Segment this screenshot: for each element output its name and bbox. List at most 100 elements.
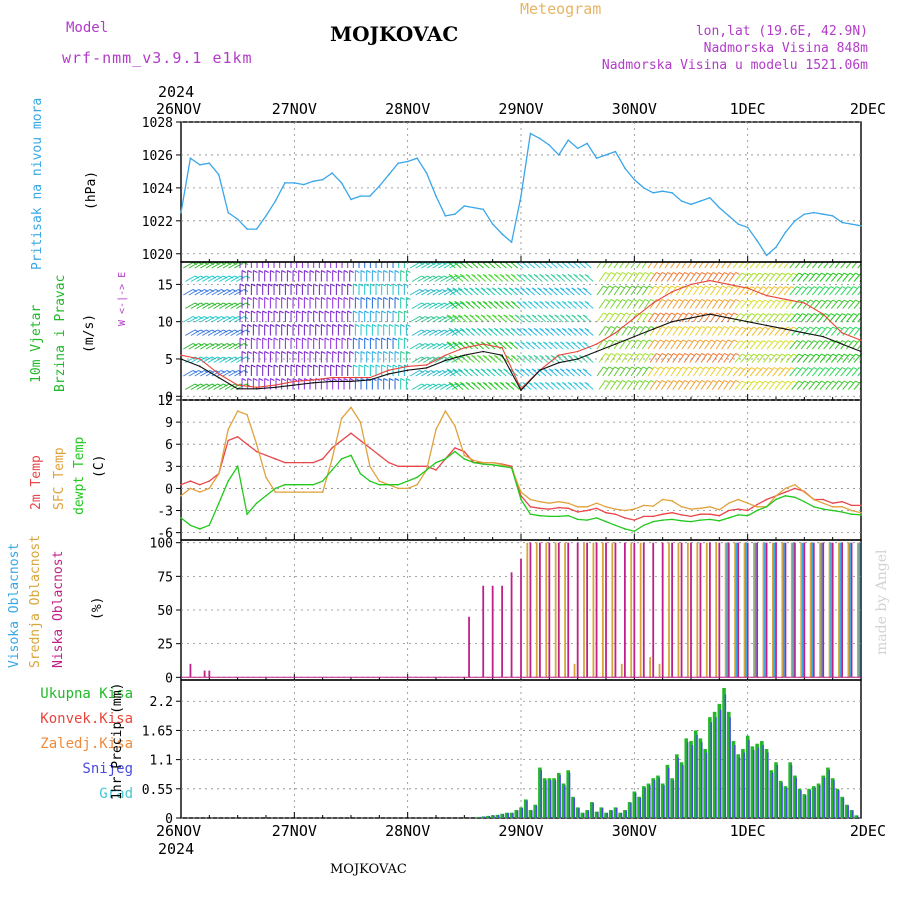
cloud-bar: [743, 542, 746, 678]
wind-barb-tick: [365, 257, 369, 259]
wind-barb-tick: [400, 270, 405, 273]
wind-barb: [196, 329, 207, 336]
wind-barb-tick: [826, 353, 832, 357]
wind-barb-tick: [648, 339, 653, 343]
wind-barb-tick: [667, 326, 672, 329]
wind-barb: [817, 286, 826, 296]
precip-snow-bar: [823, 777, 826, 818]
wind-barb: [219, 275, 230, 282]
wind-barb: [596, 312, 604, 323]
wind-barb-tick: [693, 285, 699, 289]
temperature-series-2-point: [265, 494, 267, 497]
wind-barb: [428, 356, 439, 363]
wind-barb-tick: [584, 300, 590, 304]
precip-bar: [627, 802, 632, 818]
wind-barb: [825, 353, 834, 363]
wind-barb-tick: [240, 257, 244, 259]
wind-series-1-point: [652, 328, 655, 330]
wind-barb: [813, 380, 822, 390]
wind-barb-tick: [603, 366, 608, 370]
wind-barb: [711, 380, 720, 390]
wind-barb: [796, 272, 805, 282]
precip-bar: [604, 812, 608, 818]
wind-barb-tick: [701, 326, 706, 329]
wind-barb: [751, 272, 760, 282]
wind-barb: [415, 370, 426, 377]
temperature-series-2-point: [482, 463, 485, 465]
precip-bar: [632, 791, 637, 818]
wind-barb: [681, 366, 689, 377]
temperature-series-2-point: [293, 483, 296, 486]
wind-barb: [609, 326, 618, 336]
precip-bar: [835, 788, 840, 818]
wind-barb-tick: [497, 314, 503, 318]
wind-barb-tick: [338, 324, 343, 327]
wind-barb-tick: [610, 353, 616, 356]
precip-bar: [547, 778, 552, 818]
pressure-series-0-point: [718, 206, 721, 209]
wind-series-0-point: [784, 298, 787, 301]
wind-ytick-label: 5: [165, 353, 173, 368]
wind-barb-tick: [256, 310, 262, 314]
wind-barb: [734, 272, 743, 282]
pressure-series-0-point: [265, 215, 267, 217]
wind-barb: [717, 272, 725, 282]
cloud-bar: [822, 542, 825, 678]
wind-barb-tick: [458, 368, 463, 372]
temperature-series-1-point: [520, 491, 522, 493]
wind-barb: [234, 262, 245, 269]
wind-barb-tick: [787, 353, 792, 357]
wind-barb: [819, 272, 828, 282]
wind-barb: [851, 340, 860, 350]
wind-barb-tick: [448, 273, 454, 277]
wind-barb-tick: [853, 340, 858, 344]
precip-bar: [722, 687, 726, 818]
temperature-series-1-point: [312, 491, 315, 493]
wind-barb-tick: [813, 286, 818, 290]
wind-barb: [417, 356, 428, 363]
wind-barb: [411, 383, 422, 390]
temperature-series-1-point: [784, 487, 787, 490]
cloud-bar: [482, 585, 485, 678]
wind-barb: [670, 262, 676, 269]
wind-barb-tick: [509, 287, 514, 291]
cloud-bar: [639, 542, 642, 678]
cloud-bar: [623, 542, 626, 678]
wind-barb-tick: [695, 272, 701, 275]
wind-barb-tick: [775, 272, 781, 276]
wind-series-1-point: [595, 350, 598, 353]
temperature-series-1-point: [557, 500, 560, 503]
wind-barb: [205, 289, 216, 296]
temperature-series-2-point: [425, 469, 428, 471]
precip-bar: [505, 812, 509, 818]
wind-barb-tick: [659, 285, 665, 289]
pressure-series-0-point: [690, 203, 692, 206]
wind-barb: [643, 272, 652, 282]
wind-barb-tick: [683, 259, 687, 261]
wind-barb-tick: [821, 380, 826, 384]
wind-barb-tick: [770, 380, 775, 384]
wind-barb-tick: [258, 351, 264, 354]
wind-barb-tick: [539, 273, 544, 277]
wind-barb-tick: [550, 273, 556, 277]
wind-barb-tick: [270, 270, 275, 273]
wind-barb-tick: [758, 380, 764, 384]
cloud-ytick-label: 50: [157, 604, 173, 619]
wind-barb-tick: [729, 353, 735, 356]
cloud-bar: [828, 542, 831, 678]
wind-barb-tick: [798, 272, 803, 276]
cloud-bar: [526, 542, 529, 678]
wind-barb-tick: [614, 366, 619, 370]
precip-bar: [608, 810, 613, 818]
wind-barb: [426, 343, 437, 350]
wind-barb-tick: [539, 381, 544, 385]
precip-snow-bar: [833, 780, 835, 818]
wind-barb-tick: [785, 367, 790, 371]
wind-barb-tick: [849, 380, 854, 384]
wind-barb: [604, 299, 612, 309]
wind-barb: [840, 367, 849, 377]
wind-barb-tick: [565, 287, 571, 291]
cloud-bar: [790, 542, 793, 678]
precip-snow-bar: [507, 812, 509, 818]
wind-barb: [641, 339, 650, 350]
